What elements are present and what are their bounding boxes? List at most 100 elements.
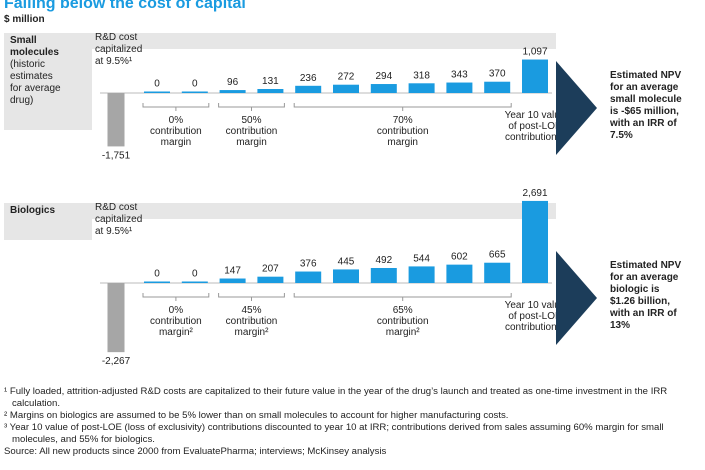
end-label: contributions³ — [505, 322, 566, 333]
callout: with an IRR of — [609, 118, 677, 129]
margin-label: 0% — [169, 305, 184, 316]
annotation: R&D cost — [95, 32, 137, 43]
value-label: 1,097 — [522, 47, 547, 58]
value-label: 492 — [375, 255, 392, 266]
annotation: at 9.5%¹ — [95, 56, 133, 67]
panel-title: Small — [10, 35, 37, 46]
callout: small molecule — [610, 94, 682, 105]
margin-label: margin — [387, 137, 418, 148]
value-label: -1,751 — [102, 150, 131, 161]
margin-label: margin² — [386, 327, 421, 338]
unit-label: $ million — [4, 14, 45, 25]
annotation: at 9.5%¹ — [95, 226, 133, 237]
margin-label: margin² — [235, 327, 270, 338]
annotation: R&D cost — [95, 202, 137, 213]
bar — [408, 266, 435, 283]
bracket — [293, 293, 512, 301]
page-title: Falling below the cost of capital — [4, 0, 246, 12]
panel-subtitle: drug) — [10, 95, 33, 106]
bar — [107, 93, 125, 147]
bracket — [142, 293, 210, 301]
panel-title: molecules — [10, 47, 59, 58]
bar — [370, 267, 397, 283]
value-label: 0 — [192, 269, 198, 280]
annotation: capitalized — [95, 44, 142, 55]
value-label: 370 — [489, 69, 506, 80]
callout: $1.26 billion, — [610, 296, 670, 307]
panel-title: Biologics — [10, 205, 55, 216]
callout: for an average — [610, 272, 679, 283]
callout: Estimated NPV — [610, 70, 681, 81]
margin-label: contribution — [150, 126, 202, 137]
bar — [144, 91, 170, 93]
margin-label: contribution — [226, 126, 278, 137]
margin-label: 65% — [393, 305, 413, 316]
value-label: 445 — [338, 256, 355, 267]
callout: Estimated NPV — [610, 260, 681, 271]
value-label: 147 — [224, 266, 241, 277]
callout: with an IRR of — [609, 308, 677, 319]
bar — [446, 82, 473, 93]
panel-band — [4, 203, 556, 219]
bar — [408, 83, 435, 93]
footnote: ² Margins on biologics are assumed to be… — [4, 410, 509, 421]
bar — [333, 269, 359, 283]
margin-label: 0% — [169, 115, 184, 126]
bracket — [142, 103, 210, 111]
arrow — [556, 251, 597, 345]
margin-label: contribution — [377, 126, 429, 137]
margin-label: margin² — [159, 327, 194, 338]
bar — [295, 85, 322, 93]
bar — [181, 281, 208, 283]
annotation: capitalized — [95, 214, 142, 225]
margin-label: contribution — [150, 316, 202, 327]
bar — [181, 91, 208, 93]
footnote: ³ Year 10 value of post-LOE (loss of exc… — [4, 422, 664, 445]
end-label: Year 10 value — [505, 300, 566, 311]
source: Source: All new products since 2000 from… — [4, 446, 387, 457]
value-label: 96 — [227, 77, 239, 88]
margin-label: contribution — [226, 316, 278, 327]
panel-band — [4, 33, 556, 49]
callout: 13% — [610, 320, 630, 331]
bar — [295, 271, 322, 283]
bar — [484, 262, 511, 283]
end-label: Year 10 value — [505, 110, 566, 121]
value-label: -2,267 — [102, 356, 131, 367]
bracket — [218, 103, 285, 111]
panel-subtitle: (historic — [10, 59, 45, 70]
footnote: ¹ Fully loaded, attrition-adjusted R&D c… — [4, 386, 668, 409]
margin-label: contribution — [377, 316, 429, 327]
bar — [484, 81, 511, 93]
arrow — [556, 61, 597, 155]
footnotes: ¹ Fully loaded, attrition-adjusted R&D c… — [4, 386, 694, 458]
panel-subtitle: for average — [10, 83, 61, 94]
value-label: 0 — [154, 79, 160, 90]
value-label: 544 — [413, 253, 430, 264]
bracket — [218, 293, 285, 301]
margin-label: 45% — [241, 305, 261, 316]
bracket — [293, 103, 512, 111]
value-label: 131 — [262, 76, 279, 87]
bar — [144, 281, 170, 283]
value-label: 294 — [375, 71, 392, 82]
value-label: 343 — [451, 70, 468, 81]
value-label: 318 — [413, 70, 430, 81]
value-label: 2,691 — [522, 188, 547, 199]
value-label: 602 — [451, 252, 468, 263]
value-label: 376 — [300, 259, 317, 270]
label-box — [4, 203, 92, 240]
bar — [370, 84, 397, 93]
end-label: of post-LOE — [508, 121, 562, 132]
value-label: 665 — [489, 250, 506, 261]
bar — [522, 59, 548, 93]
bar — [333, 84, 359, 93]
bar — [446, 264, 473, 283]
value-label: 272 — [338, 72, 355, 83]
margin-label: 50% — [241, 115, 261, 126]
bar — [257, 89, 284, 93]
bar — [219, 278, 246, 283]
margin-label: 70% — [393, 115, 413, 126]
bar — [522, 200, 548, 283]
